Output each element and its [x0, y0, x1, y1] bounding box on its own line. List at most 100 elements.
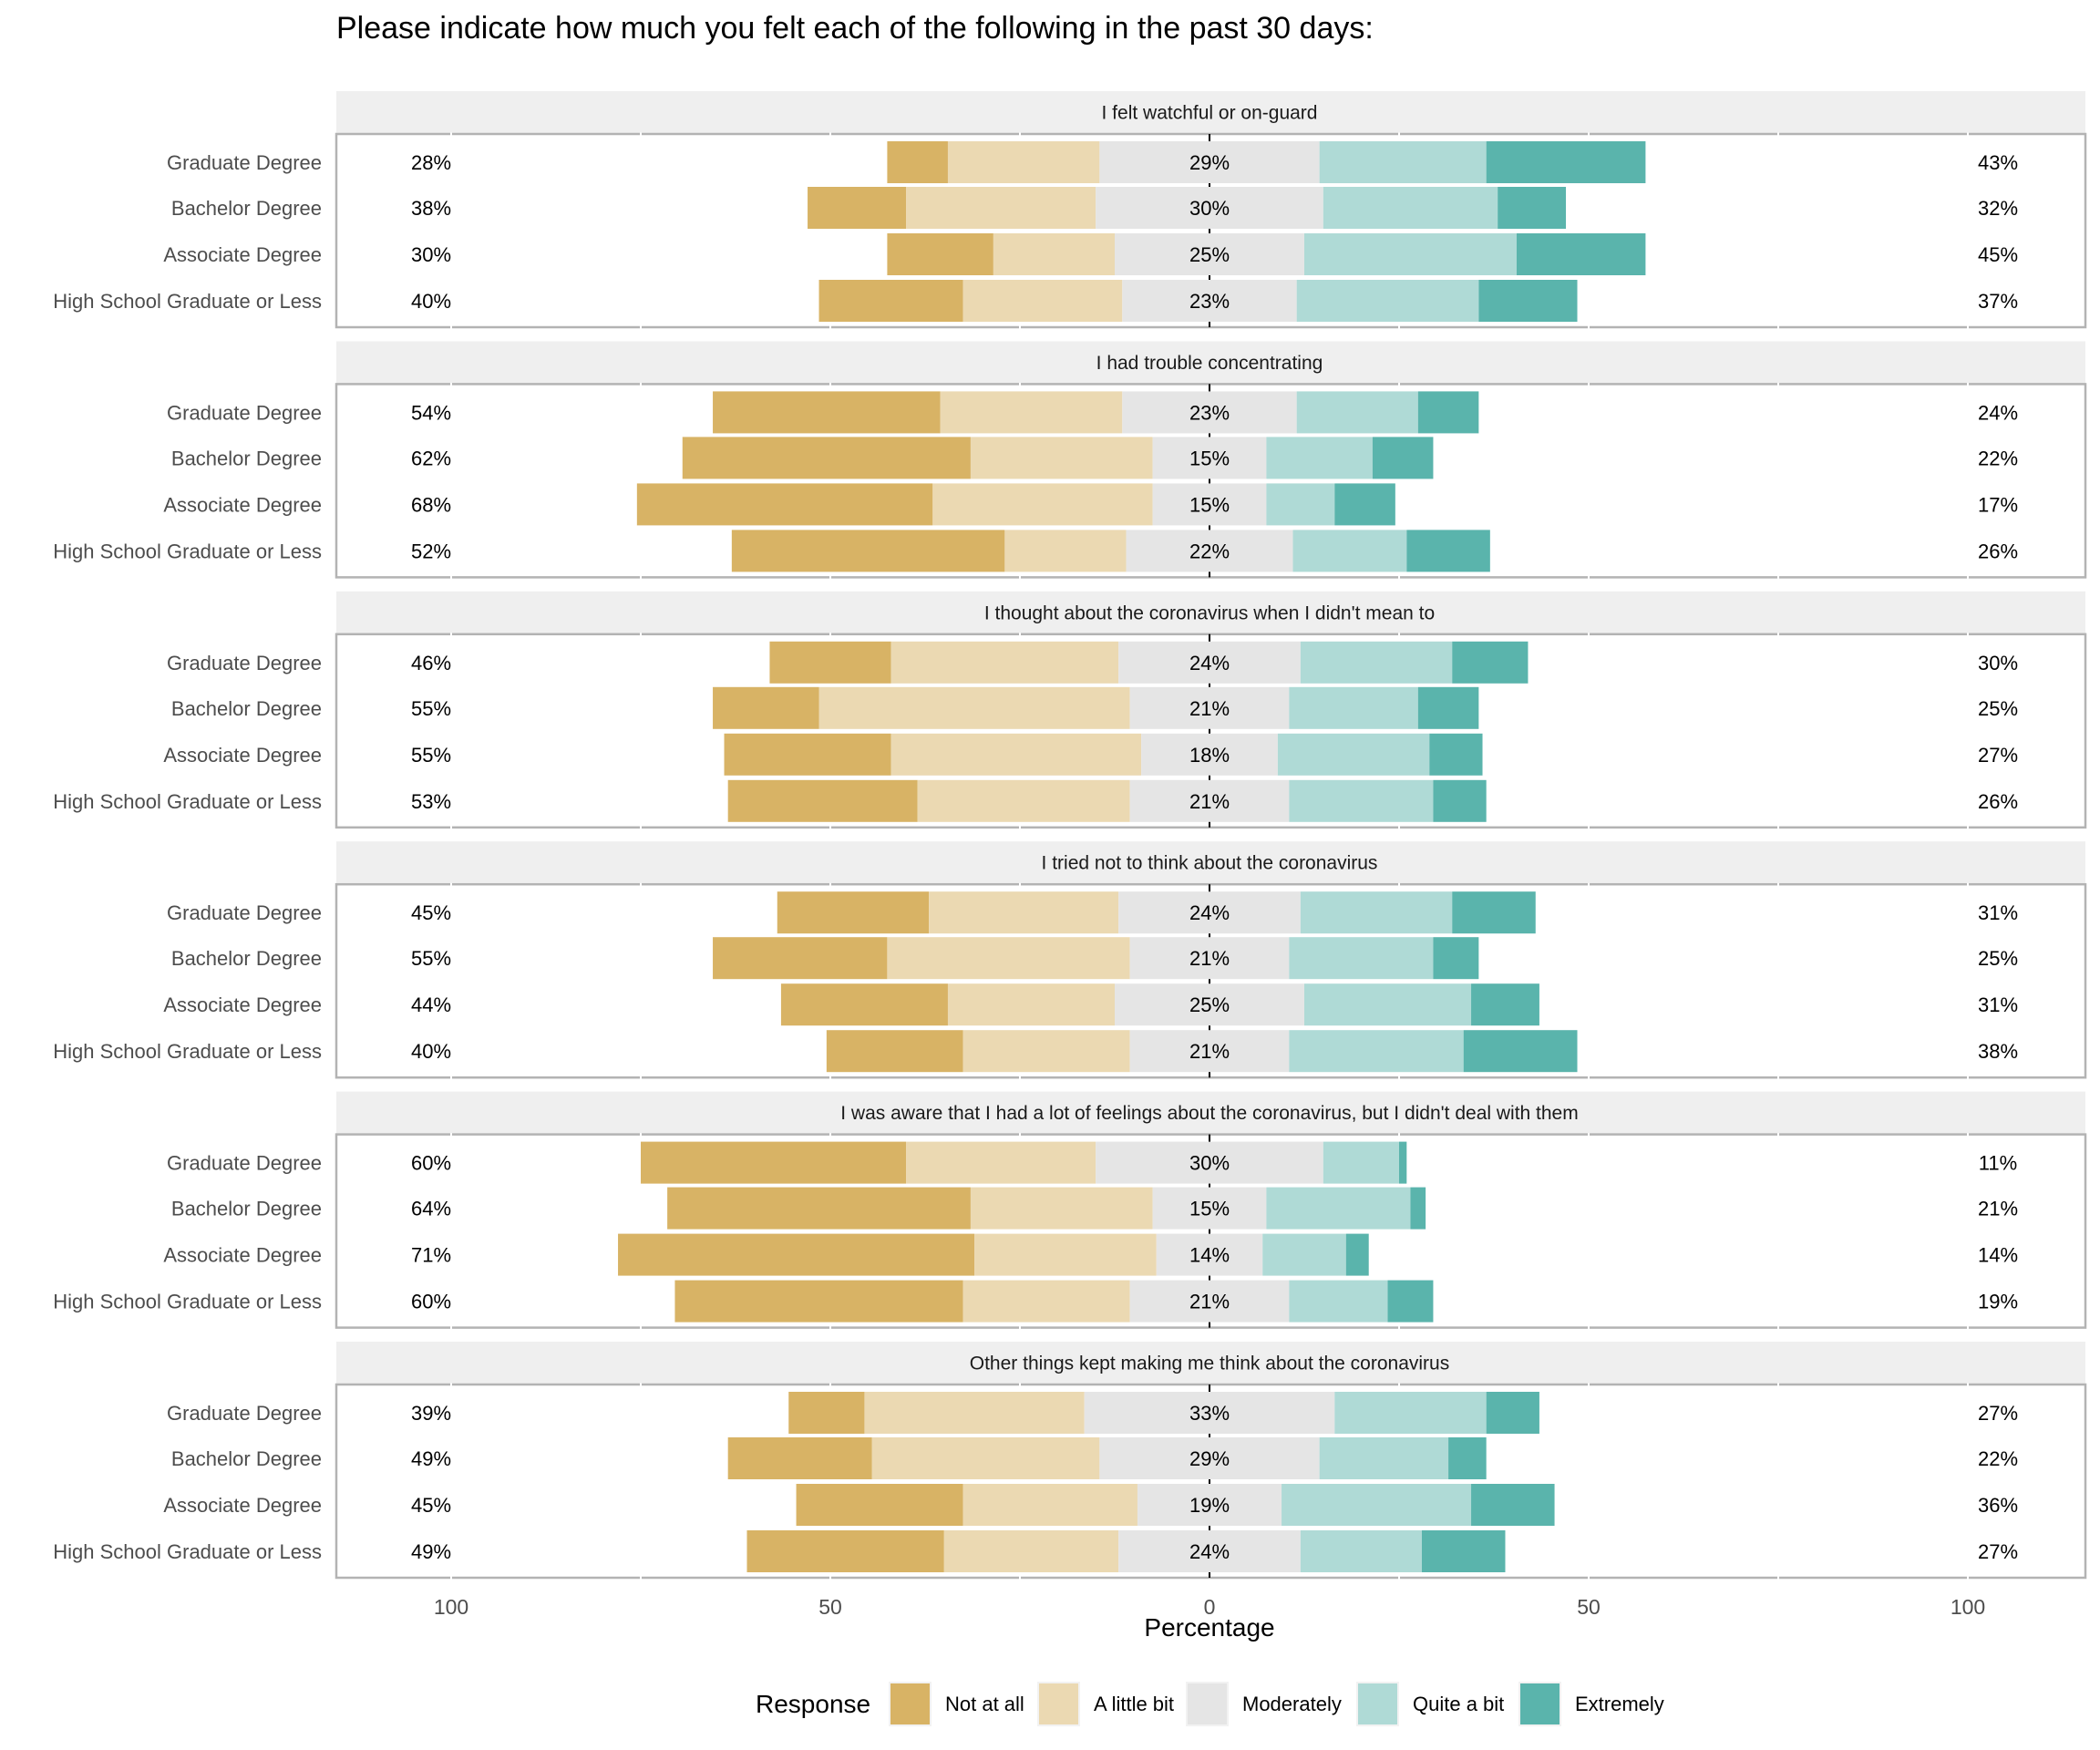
high-percent-label: 31% — [1978, 901, 2018, 924]
bar-segment-extremely — [1399, 1141, 1407, 1184]
bar-segment-not-at-all — [713, 391, 941, 434]
x-tick-label: 50 — [818, 1595, 842, 1619]
x-tick-label: 100 — [434, 1595, 468, 1619]
bar-segment-a-little-bit — [871, 1437, 1100, 1479]
row-label: High School Graduate or Less — [53, 1291, 322, 1313]
facet-strip — [336, 1091, 2085, 1135]
bar-row: Graduate Degree 46% 24% 30% — [167, 641, 2018, 684]
low-percent-label: 62% — [411, 447, 451, 469]
bar-segment-not-at-all — [713, 686, 819, 729]
bar-row: Associate Degree 55% 18% 27% — [163, 733, 2018, 776]
bar-segment-moderately — [1118, 891, 1301, 934]
neutral-percent-label: 15% — [1189, 493, 1230, 516]
row-label: Graduate Degree — [167, 901, 322, 924]
bar-segment-extremely — [1372, 437, 1434, 479]
facet-strip-title: I thought about the coronavirus when I d… — [984, 602, 1435, 623]
neutral-percent-label: 30% — [1189, 197, 1230, 220]
bar-row: Associate Degree 45% 19% 36% — [163, 1484, 2018, 1526]
bar-segment-not-at-all — [777, 891, 930, 934]
bar-segment-quite-a-bit — [1304, 983, 1472, 1026]
bar-segment-extremely — [1498, 187, 1567, 229]
bar-segment-quite-a-bit — [1266, 1187, 1411, 1230]
bar-segment-extremely — [1406, 530, 1490, 572]
bar-row: Bachelor Degree 55% 21% 25% — [171, 937, 2018, 980]
neutral-percent-label: 15% — [1189, 1198, 1230, 1220]
row-label: Associate Degree — [163, 993, 322, 1016]
bar-segment-a-little-bit — [947, 983, 1115, 1026]
neutral-percent-label: 21% — [1189, 1040, 1230, 1063]
bar-segment-quite-a-bit — [1296, 280, 1479, 322]
bar-segment-not-at-all — [887, 233, 993, 275]
bar-segment-extremely — [1478, 280, 1578, 322]
row-label: Associate Degree — [163, 744, 322, 767]
row-label: Associate Degree — [163, 1494, 322, 1517]
bar-segment-quite-a-bit — [1282, 1484, 1472, 1526]
facet-strip-title: Other things kept making me think about … — [970, 1354, 1449, 1374]
low-percent-label: 55% — [411, 947, 451, 970]
bar-segment-quite-a-bit — [1289, 1280, 1388, 1323]
bar-row: High School Graduate or Less 60% 21% 19% — [53, 1280, 2018, 1323]
legend-label: Not at all — [945, 1693, 1024, 1715]
facet-strip-title: I tried not to think about the coronavir… — [1042, 853, 1378, 874]
bar-segment-a-little-bit — [1004, 530, 1127, 572]
bar-segment-a-little-bit — [962, 1030, 1130, 1073]
low-percent-label: 53% — [411, 790, 451, 813]
bar-segment-quite-a-bit — [1323, 187, 1498, 229]
bar-row: Bachelor Degree 55% 21% 25% — [171, 686, 2018, 729]
high-percent-label: 19% — [1978, 1291, 2018, 1313]
bar-segment-a-little-bit — [906, 1141, 1096, 1184]
bar-segment-a-little-bit — [947, 141, 1100, 183]
facet-strip — [336, 91, 2085, 134]
bar-row: High School Graduate or Less 40% 21% 38% — [53, 1030, 2018, 1073]
high-percent-label: 27% — [1978, 1402, 2018, 1425]
row-label: Associate Degree — [163, 493, 322, 516]
bar-segment-extremely — [1471, 983, 1539, 1026]
bar-row: Graduate Degree 28% 29% 43% — [167, 141, 2018, 183]
bar-segment-extremely — [1452, 641, 1529, 684]
bar-segment-moderately — [1156, 1233, 1263, 1276]
bar-segment-not-at-all — [796, 1484, 963, 1526]
bar-segment-not-at-all — [618, 1233, 975, 1276]
bar-segment-not-at-all — [674, 1280, 963, 1323]
x-tick-label: 0 — [1204, 1595, 1216, 1619]
bar-segment-quite-a-bit — [1289, 937, 1434, 980]
row-label: Associate Degree — [163, 243, 322, 266]
bar-segment-a-little-bit — [970, 1187, 1153, 1230]
row-label: Bachelor Degree — [171, 697, 322, 720]
bar-segment-moderately — [1129, 686, 1290, 729]
bar-segment-quite-a-bit — [1323, 1141, 1399, 1184]
neutral-percent-label: 29% — [1189, 1447, 1230, 1470]
legend-label: Quite a bit — [1413, 1693, 1504, 1715]
high-percent-label: 38% — [1978, 1040, 2018, 1063]
row-label: Graduate Degree — [167, 1152, 322, 1175]
high-percent-label: 25% — [1978, 697, 2018, 720]
bar-segment-not-at-all — [724, 733, 891, 776]
bar-segment-moderately — [1096, 1141, 1323, 1184]
high-percent-label: 14% — [1978, 1244, 2018, 1267]
bar-segment-not-at-all — [818, 280, 963, 322]
low-percent-label: 46% — [411, 652, 451, 674]
bar-segment-moderately — [1099, 141, 1320, 183]
bar-segment-extremely — [1471, 1484, 1555, 1526]
neutral-percent-label: 29% — [1189, 151, 1230, 174]
high-percent-label: 22% — [1978, 1447, 2018, 1470]
bar-segment-quite-a-bit — [1266, 437, 1373, 479]
bar-segment-not-at-all — [780, 983, 948, 1026]
bar-segment-quite-a-bit — [1334, 1392, 1487, 1434]
bar-segment-moderately — [1129, 937, 1290, 980]
bar-segment-not-at-all — [713, 937, 888, 980]
bar-segment-quite-a-bit — [1300, 891, 1453, 934]
x-axis-title: Percentage — [1144, 1613, 1274, 1642]
bar-segment-moderately — [1122, 280, 1297, 322]
neutral-percent-label: 33% — [1189, 1402, 1230, 1425]
neutral-percent-label: 23% — [1189, 401, 1230, 424]
bar-row: Bachelor Degree 64% 15% 21% — [171, 1187, 2018, 1230]
bar-segment-not-at-all — [682, 437, 971, 479]
facet-panel: I was aware that I had a lot of feelings… — [53, 1091, 2087, 1330]
neutral-percent-label: 15% — [1189, 447, 1230, 469]
bar-segment-quite-a-bit — [1262, 1233, 1346, 1276]
bar-segment-a-little-bit — [890, 641, 1119, 684]
bar-segment-a-little-bit — [818, 686, 1130, 729]
row-label: Associate Degree — [163, 1244, 322, 1267]
bar-segment-not-at-all — [636, 483, 933, 526]
